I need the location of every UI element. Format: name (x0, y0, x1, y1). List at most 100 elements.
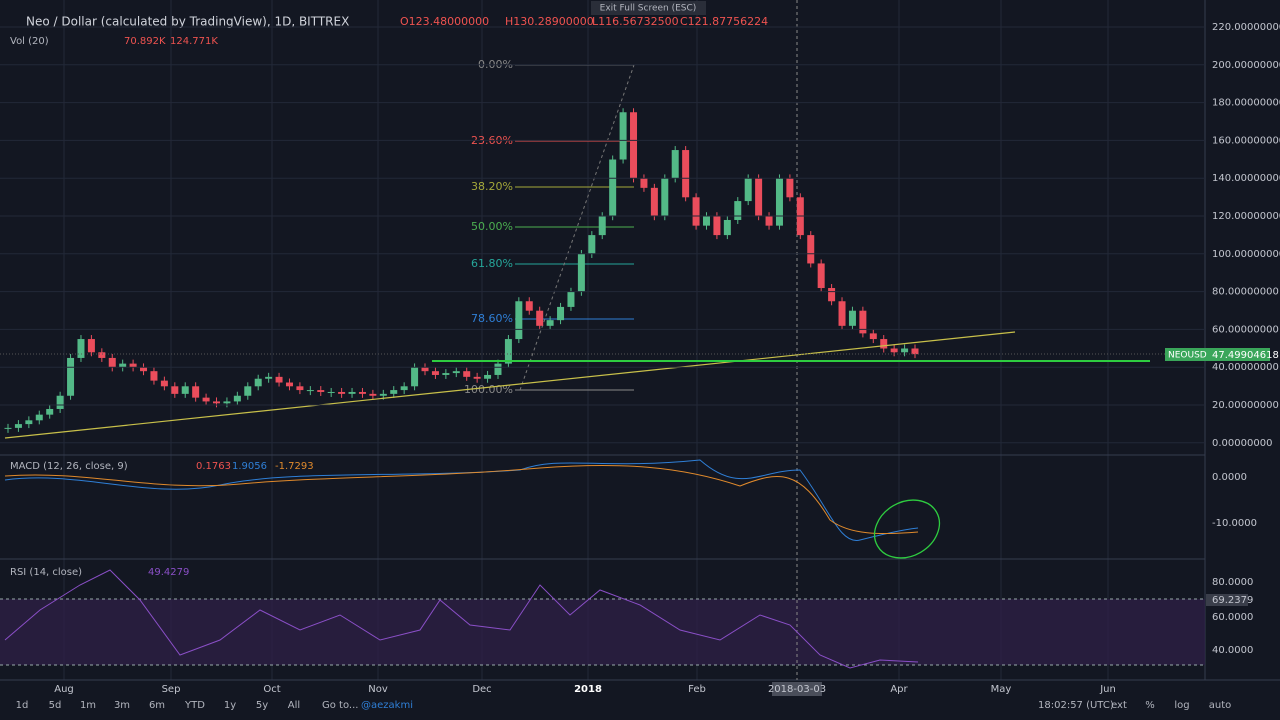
candle (14, 424, 22, 428)
toolbar: 1d 5d 1m 3m 6m YTD 1y 5y All Go to... @aezakmi 18:0… (16, 700, 1232, 711)
exit-button[interactable] (591, 1, 706, 15)
vol-value: 124.771K (170, 36, 218, 47)
candle (379, 393, 387, 396)
candle (692, 197, 700, 226)
scale-button[interactable]: log (1174, 700, 1189, 711)
candle (411, 367, 419, 387)
candle (546, 320, 554, 326)
price-tick: 200.00000000 (1212, 60, 1280, 71)
candle (452, 371, 460, 374)
candle (463, 371, 471, 377)
rsi-tick: 80.0000 (1212, 577, 1253, 588)
candle (734, 201, 742, 220)
rsi-label: RSI (14, close) (10, 567, 82, 578)
candle (848, 310, 856, 326)
price-tick: 0.00000000 (1212, 438, 1272, 449)
candle (421, 367, 429, 372)
range-button[interactable]: All (288, 700, 300, 711)
candle (630, 112, 638, 179)
candle (744, 178, 752, 202)
candle (223, 401, 231, 404)
candle (275, 376, 283, 383)
grid (63, 0, 1109, 680)
range-button[interactable]: 5d (49, 700, 62, 711)
candle (181, 386, 189, 394)
range-button[interactable]: 1y (224, 700, 236, 711)
fib-label: 78.60% (471, 312, 513, 325)
candle (150, 371, 158, 381)
candle (755, 178, 763, 217)
macd-signal (4, 464, 919, 535)
candle (650, 187, 658, 217)
candle (77, 339, 85, 358)
candle (557, 306, 565, 321)
range-button[interactable]: YTD (184, 700, 205, 711)
user-link[interactable]: @aezakmi (361, 700, 413, 711)
scale-button[interactable]: auto (1209, 700, 1232, 711)
candle (723, 219, 731, 236)
candle (254, 378, 262, 387)
price-tick: 140.00000000 (1212, 173, 1280, 184)
price-tick: 80.00000000 (1212, 287, 1279, 298)
ohlc-close: C121.87756224 (680, 15, 768, 28)
candle (869, 333, 877, 340)
range-button[interactable]: 5y (256, 700, 268, 711)
price-tag-value: 47.49904618 (1212, 350, 1279, 361)
range-button[interactable]: 6m (149, 700, 165, 711)
macd-value: 0.1763 (196, 461, 231, 472)
candle (192, 386, 200, 398)
candle (786, 178, 794, 198)
fib-label: 38.20% (471, 180, 513, 193)
scale-button[interactable]: ext (1111, 700, 1127, 711)
price-tick: 220.00000000 (1212, 22, 1280, 33)
candle (67, 357, 75, 396)
price-tick: 160.00000000 (1212, 135, 1280, 146)
time-label: Apr (890, 684, 908, 695)
rsi-tag (1206, 594, 1248, 606)
time-label: Aug (54, 684, 74, 695)
time-label: 2018-03-03 (768, 684, 826, 695)
scale-button[interactable]: % (1145, 700, 1155, 711)
macd-tick: -10.0000 (1212, 518, 1257, 529)
rsi-band (0, 599, 1205, 665)
candle (671, 150, 679, 179)
candle (285, 382, 293, 387)
candle (4, 427, 12, 429)
price-tick: 120.00000000 (1212, 211, 1280, 222)
range-button[interactable]: 3m (114, 700, 130, 711)
ohlc-low: L116.56732500 (592, 15, 679, 28)
exit-label[interactable]: Exit Full Screen (ESC) (600, 4, 697, 14)
goto-button[interactable]: Go to... (322, 700, 358, 711)
rsi-value: 49.4279 (148, 567, 189, 578)
candle (713, 216, 721, 236)
candle (358, 391, 366, 394)
candle (265, 376, 273, 379)
candle (442, 373, 450, 375)
candle (765, 216, 773, 226)
candle (536, 310, 544, 326)
fib-label: 50.00% (471, 220, 513, 233)
price-tick: 60.00000000 (1212, 324, 1279, 335)
candle (129, 363, 137, 368)
price-tag-symbol: NEOUSD (1168, 351, 1207, 361)
candle (901, 348, 909, 353)
range-button[interactable]: 1m (80, 700, 96, 711)
range-button[interactable]: 1d (16, 700, 29, 711)
candle (244, 386, 252, 396)
time-label: Feb (688, 684, 706, 695)
candle (598, 216, 606, 236)
ohlc-open: O123.48000000 (400, 15, 489, 28)
candle (504, 339, 512, 364)
candle (98, 352, 106, 358)
candle (56, 395, 64, 409)
rsi-line (4, 569, 919, 669)
symbol-title: Neo / Dollar (calculated by TradingView)… (26, 15, 349, 29)
clock: 18:02:57 (UTC) (1038, 700, 1114, 711)
price-axis: 220.00000000 200.00000000 180.00000000 160.… (0, 22, 1280, 449)
vol-label: Vol (20) (10, 36, 49, 47)
candle (119, 363, 127, 368)
time-label: Sep (162, 684, 181, 695)
rsi-tick: 40.0000 (1212, 645, 1253, 656)
candle (515, 301, 523, 340)
time-label: May (991, 684, 1012, 695)
